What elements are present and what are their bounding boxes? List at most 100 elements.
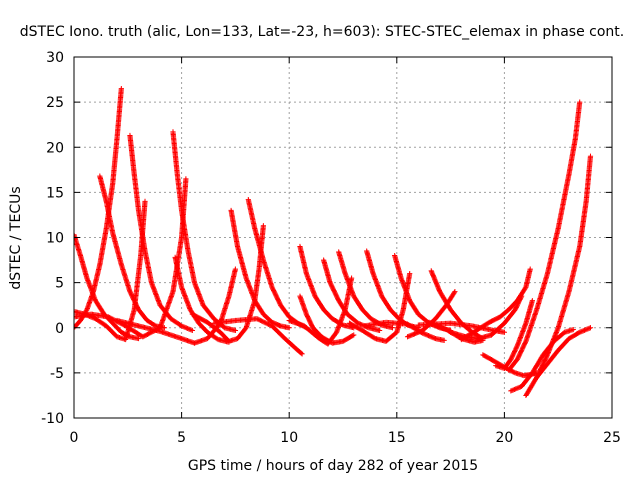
- x-tick-label: 10: [280, 430, 298, 446]
- data-point: [260, 318, 266, 325]
- data-point: [270, 287, 277, 294]
- data-point: [512, 307, 518, 313]
- series-30: [506, 99, 583, 373]
- data-point: [129, 293, 135, 299]
- data-point: [184, 325, 191, 332]
- data-point: [510, 351, 517, 357]
- data-point: [510, 352, 516, 358]
- data-point: [376, 327, 383, 334]
- data-point: [308, 320, 314, 326]
- data-point: [513, 386, 519, 392]
- x-tick-label: 25: [603, 430, 621, 446]
- data-point: [270, 286, 276, 292]
- data-point: [142, 198, 148, 204]
- data-point: [515, 385, 521, 391]
- data-point: [580, 328, 586, 334]
- data-point: [305, 314, 311, 321]
- data-point: [330, 285, 336, 291]
- data-point: [544, 353, 550, 359]
- data-point: [189, 327, 195, 334]
- data-point: [328, 282, 334, 288]
- data-point: [333, 293, 340, 299]
- data-point: [275, 296, 281, 303]
- data-point: [261, 319, 267, 325]
- data-point: [269, 284, 275, 290]
- data-point: [304, 313, 311, 320]
- chart-title: dSTEC Iono. truth (alic, Lon=133, Lat=-2…: [20, 24, 624, 40]
- data-point: [262, 320, 268, 326]
- data-point: [516, 352, 523, 358]
- x-tick-label: 0: [70, 430, 79, 446]
- data-point: [527, 266, 533, 272]
- data-point: [329, 283, 335, 289]
- series-18: [364, 248, 421, 331]
- data-point: [584, 326, 590, 332]
- data-point: [585, 326, 591, 332]
- data-point: [272, 291, 278, 297]
- series-26: [415, 320, 507, 335]
- axis-ticks: [73, 56, 613, 419]
- data-point: [359, 322, 365, 328]
- data-point: [141, 333, 147, 339]
- data-point: [355, 320, 361, 326]
- data-point: [570, 326, 576, 333]
- data-point: [264, 321, 270, 327]
- data-point: [272, 290, 278, 296]
- series-17: [286, 275, 355, 347]
- data-point: [333, 292, 339, 298]
- data-point: [389, 325, 396, 331]
- data-point: [304, 312, 310, 318]
- data-point: [146, 331, 152, 337]
- series-2: [97, 173, 167, 331]
- data-point: [183, 176, 189, 182]
- data-point: [273, 292, 279, 298]
- data-point: [267, 322, 273, 328]
- data-point: [543, 354, 549, 360]
- data-point: [186, 326, 192, 332]
- data-point: [273, 293, 279, 299]
- data-point: [577, 99, 583, 105]
- data-point: [520, 344, 526, 350]
- y-tick-label: 25: [46, 95, 64, 111]
- data-point: [274, 295, 280, 302]
- data-point: [514, 385, 520, 392]
- data-point: [258, 318, 265, 324]
- data-point: [135, 335, 142, 342]
- data-point: [407, 271, 413, 277]
- data-point: [307, 318, 313, 324]
- data-point: [269, 285, 276, 291]
- data-point: [519, 346, 525, 352]
- x-tick-label: 5: [177, 430, 186, 446]
- data-point: [179, 323, 185, 329]
- data-point: [152, 322, 158, 328]
- series-29: [493, 298, 535, 371]
- data-point: [529, 298, 535, 304]
- data-point: [511, 386, 518, 393]
- data-point: [356, 321, 362, 327]
- data-points: [74, 85, 594, 399]
- data-point: [214, 336, 220, 342]
- data-point: [519, 347, 525, 353]
- data-point: [276, 299, 282, 305]
- data-point: [118, 85, 124, 92]
- data-point: [305, 316, 312, 322]
- data-point: [511, 349, 517, 356]
- data-point: [522, 285, 528, 291]
- data-point: [89, 314, 95, 320]
- data-point: [579, 328, 585, 334]
- data-point: [276, 300, 283, 306]
- series-3: [127, 132, 195, 334]
- series-16: [336, 249, 396, 331]
- data-point: [441, 337, 447, 343]
- data-point: [334, 294, 340, 300]
- data-point: [521, 343, 527, 349]
- series-15: [321, 257, 383, 334]
- series-27: [458, 266, 533, 343]
- data-point: [327, 280, 333, 286]
- data-point: [147, 330, 153, 336]
- data-point: [274, 294, 280, 300]
- grid-lines: [74, 57, 612, 418]
- data-point: [328, 281, 334, 287]
- y-tick-label: 0: [55, 321, 64, 337]
